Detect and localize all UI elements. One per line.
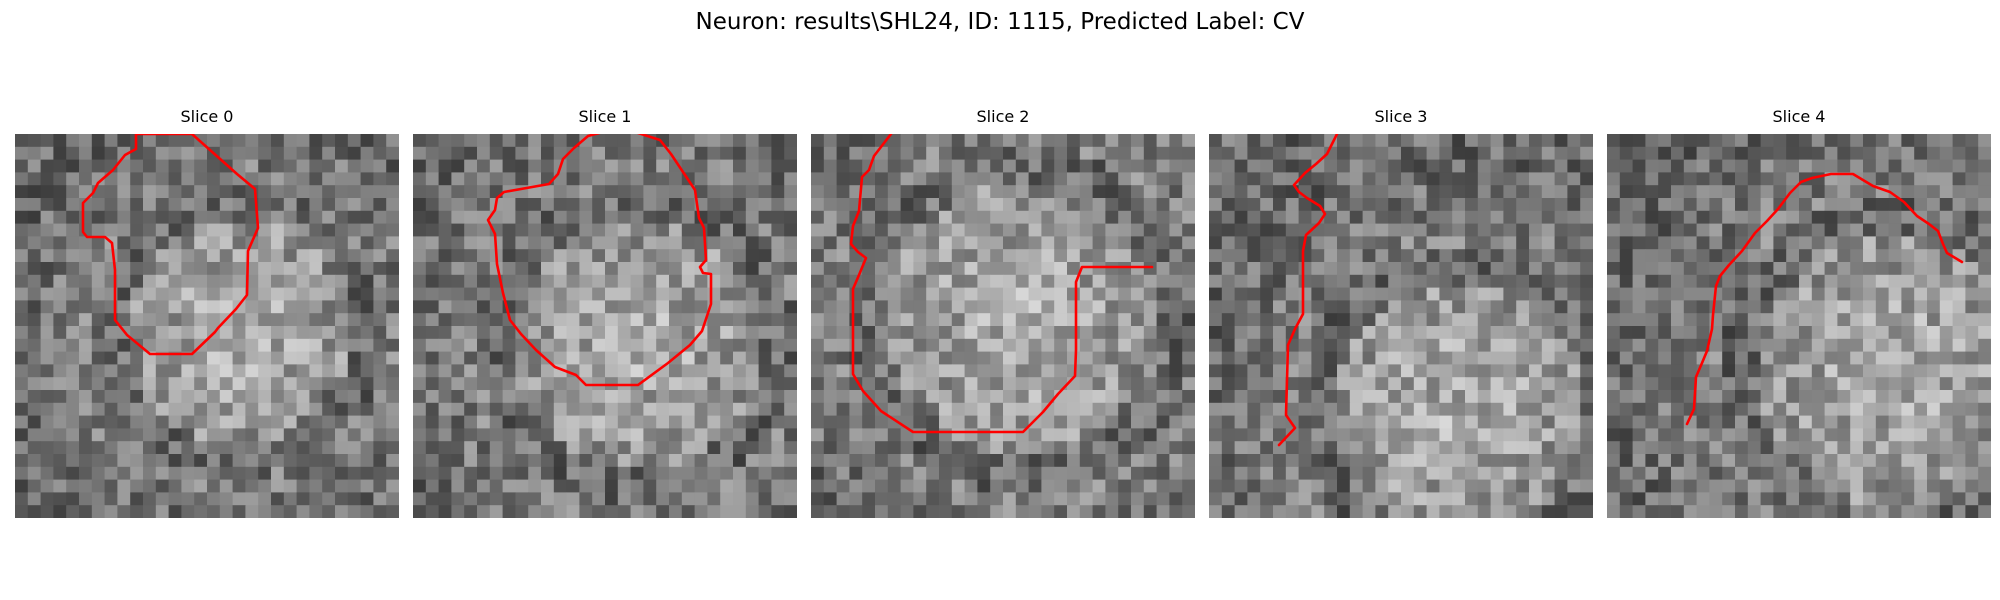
pixel-grid xyxy=(1209,134,1593,518)
slice-title: Slice 2 xyxy=(976,107,1030,126)
pixel-grid xyxy=(15,134,399,518)
pixel-grid xyxy=(413,134,797,518)
slice-panel-0: Slice 0 xyxy=(15,107,399,519)
slice-panel-3: Slice 3 xyxy=(1209,107,1593,519)
contour-line xyxy=(81,134,260,356)
slice-title: Slice 3 xyxy=(1374,107,1428,126)
figure-title: Neuron: results\SHL24, ID: 1115, Predict… xyxy=(695,9,1305,35)
slice-image xyxy=(811,134,1195,518)
slice-title: Slice 1 xyxy=(578,107,632,126)
slice-image xyxy=(413,134,797,518)
slice-image xyxy=(1607,134,1991,518)
contour-line xyxy=(1277,134,1339,447)
slice-panel-4: Slice 4 xyxy=(1607,107,1991,519)
pixel-grid xyxy=(811,134,1195,518)
contour-line xyxy=(1685,172,1964,426)
contour-line xyxy=(849,134,1154,434)
contour-line xyxy=(486,134,713,387)
slice-title: Slice 0 xyxy=(180,107,234,126)
slice-panel-1: Slice 1 xyxy=(413,107,797,519)
pixel-grid xyxy=(1607,134,1991,518)
slice-panel-2: Slice 2 xyxy=(811,107,1195,519)
slice-title: Slice 4 xyxy=(1772,107,1826,126)
slice-image xyxy=(15,134,399,518)
slice-image xyxy=(1209,134,1593,518)
